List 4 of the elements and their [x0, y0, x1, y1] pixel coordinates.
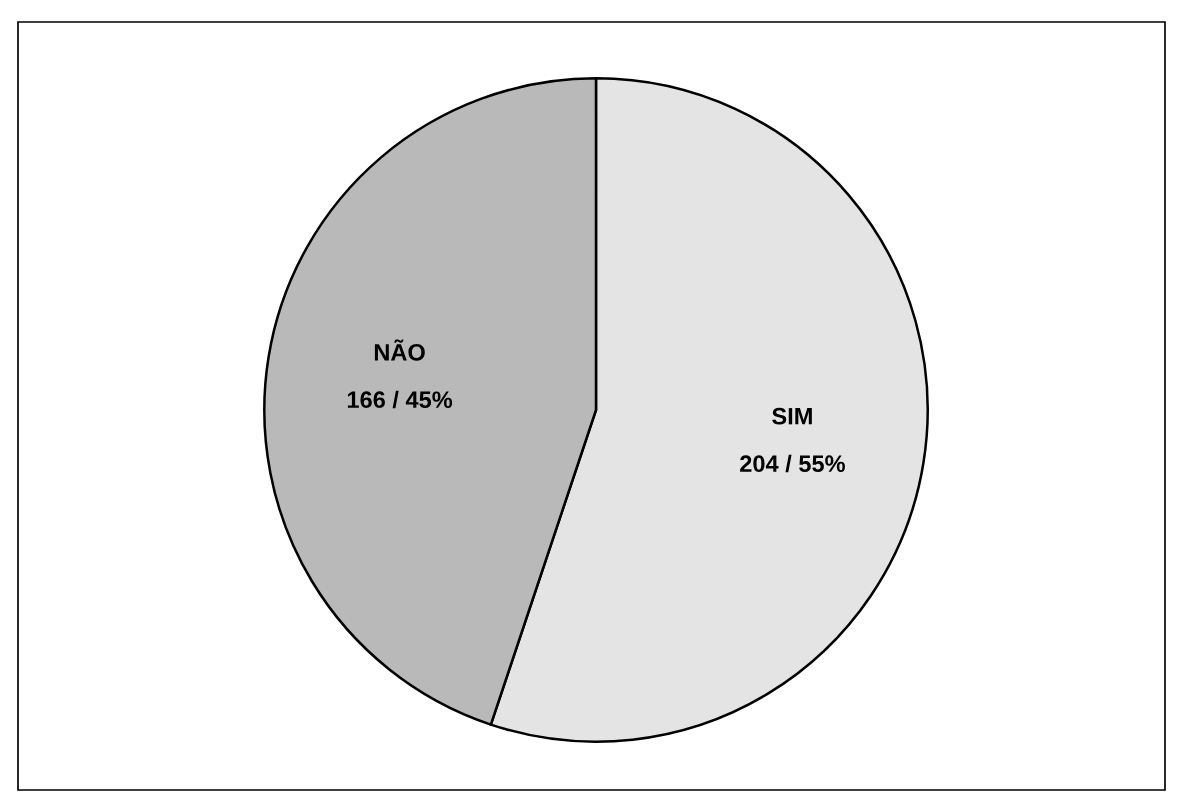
data-label: 204 / 55%	[740, 454, 845, 473]
slice-label: NÃO	[374, 339, 425, 361]
data-label: 166 / 45%	[347, 390, 453, 409]
slice-label: SIM	[772, 407, 812, 425]
